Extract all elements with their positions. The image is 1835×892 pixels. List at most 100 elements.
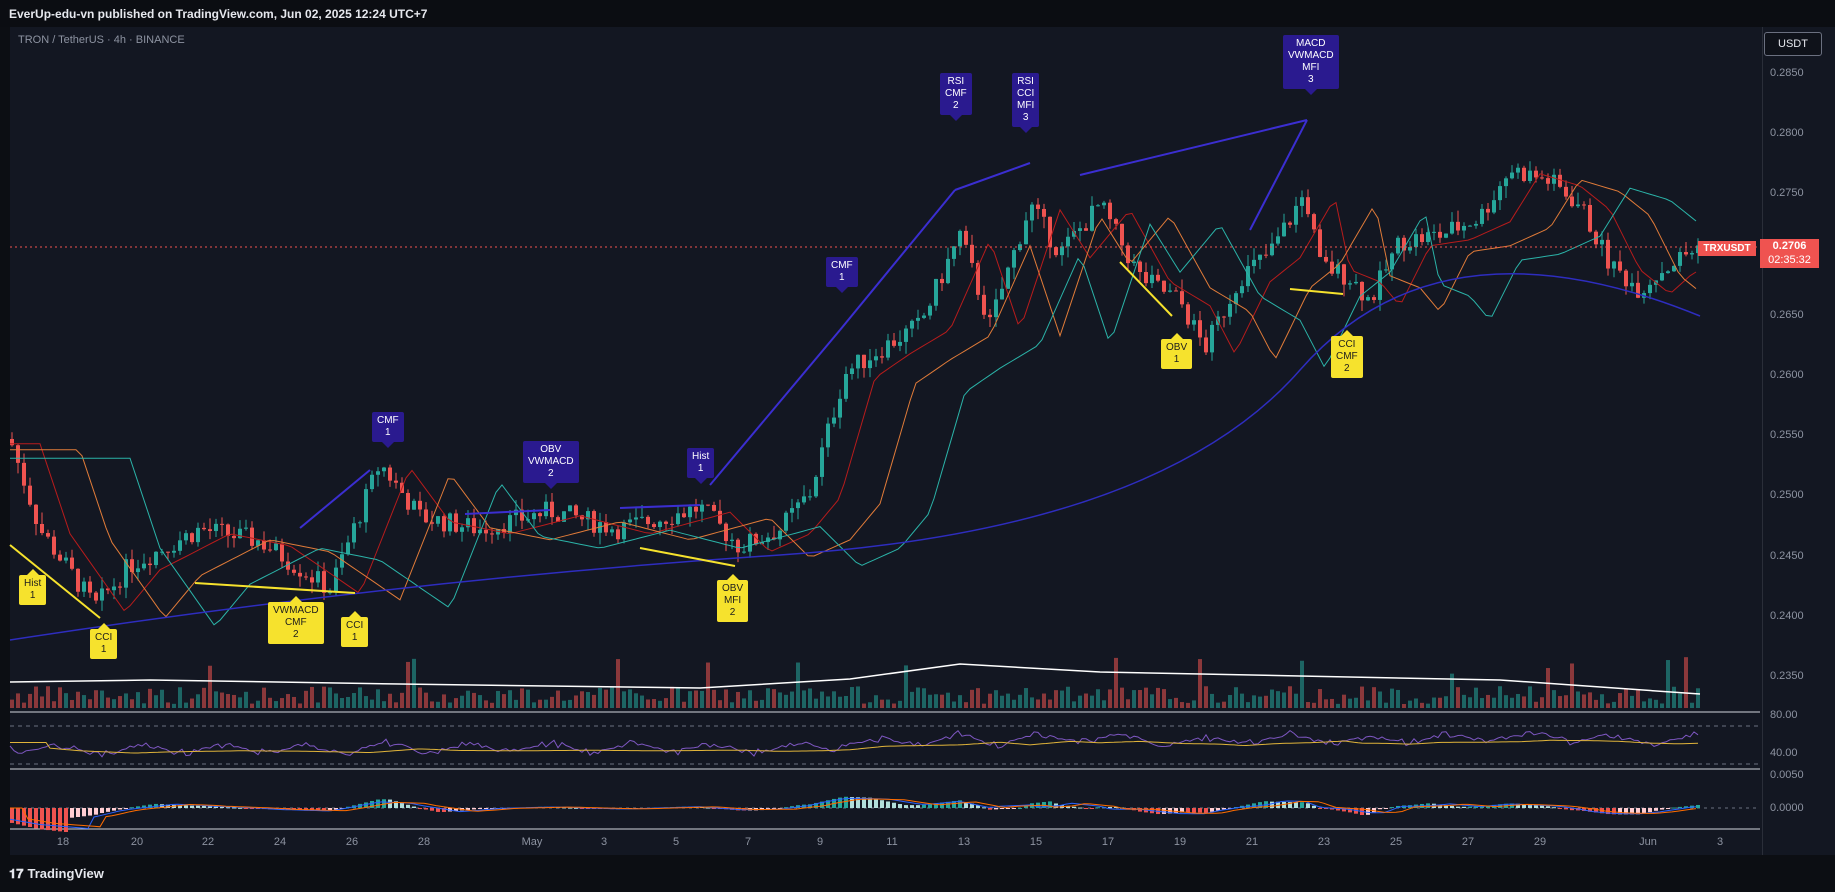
candle-body (688, 506, 692, 518)
volume-bar (220, 692, 224, 708)
volume-bar (178, 687, 182, 708)
signal-label[interactable]: CCI 1 (341, 611, 369, 647)
volume-bar (550, 696, 554, 708)
signal-label[interactable]: RSI CMF 2 (940, 73, 972, 121)
candle-body (22, 462, 26, 486)
candle-body (814, 476, 818, 497)
volume-bar (322, 686, 326, 708)
signal-label[interactable]: OBV 1 (1161, 333, 1193, 369)
signal-label[interactable]: CMF 1 (826, 257, 858, 293)
volume-bar (1210, 693, 1214, 708)
signal-label[interactable]: RSI CCI MFI 3 (1012, 73, 1040, 133)
volume-bar (382, 701, 386, 708)
volume-bar (1072, 701, 1076, 708)
candle-body (778, 530, 782, 540)
volume-bar (1084, 693, 1088, 708)
candle-body (1162, 280, 1166, 292)
macd-hist-bar (1072, 806, 1076, 808)
currency-button[interactable]: USDT (1764, 32, 1822, 56)
candle-body (748, 533, 752, 552)
candle-body (880, 356, 884, 358)
macd-hist-bar (1192, 808, 1196, 813)
candle-body (760, 542, 764, 545)
volume-bar (1456, 687, 1460, 708)
signal-label[interactable]: MACD VWMACD MFI 3 (1283, 35, 1339, 95)
volume-bar (1294, 693, 1298, 708)
candle-body (334, 567, 338, 593)
signal-label[interactable]: OBV VWMACD 2 (523, 441, 579, 489)
signal-label[interactable]: CCI CMF 2 (1331, 330, 1363, 378)
macd-hist-bar (1078, 807, 1082, 809)
volume-bar (1090, 695, 1094, 708)
tradingview-logo[interactable]: 𝟏𝟕 TradingView (9, 866, 104, 881)
macd-hist-bar (820, 801, 824, 808)
volume-bar (508, 690, 512, 708)
volume-bar (304, 690, 308, 708)
volume-bar (1180, 702, 1184, 708)
price-axis[interactable] (1762, 27, 1835, 855)
volume-bar (1432, 697, 1436, 708)
macd-hist-bar (1444, 805, 1448, 808)
macd-hist-bar (148, 804, 152, 808)
candle-body (988, 314, 992, 318)
candle-body (316, 571, 320, 583)
candle-body (1354, 281, 1358, 284)
volume-bar (70, 699, 74, 708)
macd-hist-bar (100, 808, 104, 814)
candle-body (1078, 228, 1082, 231)
volume-bar (1060, 690, 1064, 708)
bull-divergence-line (1119, 261, 1173, 317)
macd-hist-bar (856, 797, 860, 808)
candle-body (682, 513, 686, 518)
bear-divergence-line (1079, 119, 1308, 176)
candle-body (856, 354, 860, 369)
signal-label[interactable]: VWMACD CMF 2 (268, 596, 324, 644)
volume-bar (226, 694, 230, 708)
macd-hist-bar (1570, 808, 1574, 811)
volume-bar (1528, 686, 1532, 708)
signal-label[interactable]: CCI 1 (90, 623, 118, 659)
volume-bar (1372, 687, 1376, 708)
macd-hist-bar (22, 808, 26, 826)
macd-hist-bar (472, 808, 476, 810)
candle-body (1042, 208, 1046, 217)
volume-bar (370, 699, 374, 708)
volume-bar (232, 694, 236, 708)
volume-bar (1264, 695, 1268, 708)
volume-bar (1108, 689, 1112, 708)
signal-label[interactable]: OBV MFI 2 (717, 574, 749, 622)
macd-hist-bar (1546, 806, 1550, 808)
candle-body (88, 581, 92, 593)
volume-bar (1630, 695, 1634, 708)
macd-hist-bar (1216, 808, 1220, 811)
rsi-line (9, 729, 1699, 758)
macd-hist-bar (910, 805, 914, 808)
signal-label[interactable]: Hist 1 (687, 448, 715, 484)
volume-bar (934, 694, 938, 708)
candle-body (1156, 274, 1160, 281)
volume-bar (1240, 693, 1244, 708)
volume-bar (718, 700, 722, 708)
volume-bar (622, 691, 626, 708)
candle-body (220, 523, 224, 525)
candle-body (388, 467, 392, 481)
signal-label[interactable]: Hist 1 (19, 569, 47, 605)
candle-body (1204, 337, 1208, 353)
volume-bar (1642, 701, 1646, 708)
date-tick: 3 (1716, 836, 1724, 848)
candle-body (832, 417, 836, 424)
bear-divergence-line (619, 504, 701, 509)
macd-hist-bar (916, 805, 920, 808)
candle-body (664, 521, 668, 524)
candle-body (574, 505, 578, 516)
macd-hist-bar (574, 807, 578, 809)
candle-body (592, 511, 596, 533)
volume-bar (1360, 686, 1364, 708)
macd-hist-bar (136, 806, 140, 808)
bear-divergence-line (299, 469, 371, 529)
signal-label[interactable]: CMF 1 (372, 412, 404, 448)
chart-pane[interactable] (10, 27, 1762, 855)
candle-body (784, 512, 788, 531)
macd-hist-bar (814, 802, 818, 808)
